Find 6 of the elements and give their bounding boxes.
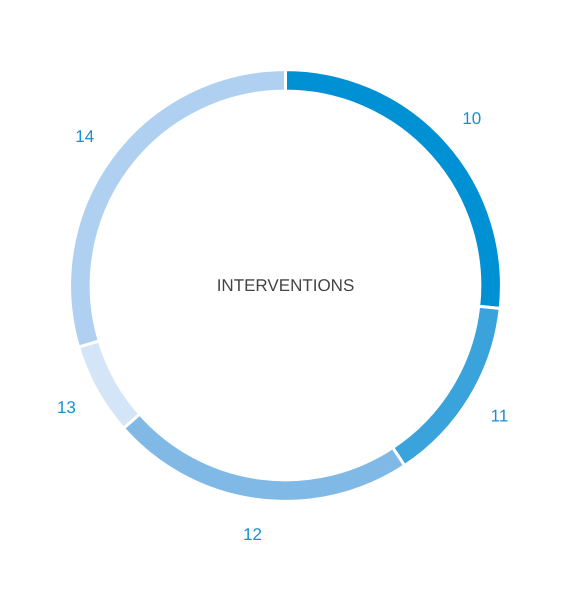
- slice-label: 12: [243, 524, 262, 544]
- slice-label: 13: [56, 398, 76, 417]
- text: INTERVENTIONS: [216, 276, 354, 295]
- slice-label: 10: [462, 109, 482, 128]
- slice-label: 11: [490, 406, 508, 426]
- slice-label: 14: [75, 126, 94, 146]
